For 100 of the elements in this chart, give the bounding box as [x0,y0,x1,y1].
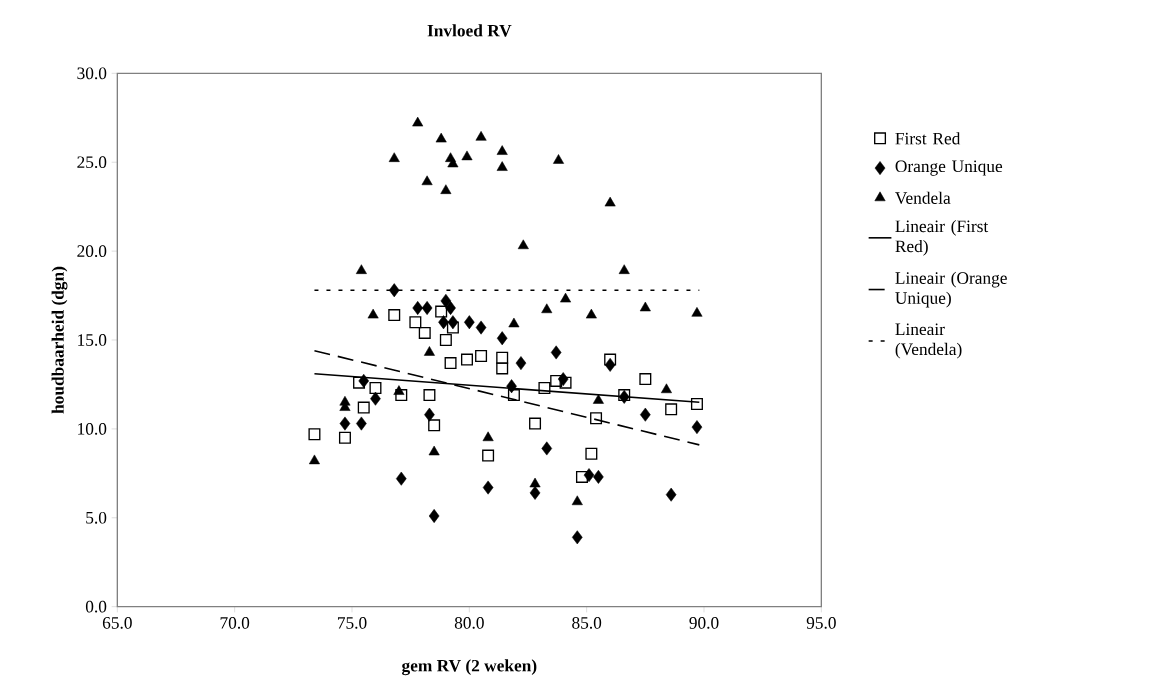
point [515,356,527,371]
point [475,131,487,141]
point [529,417,542,430]
point [592,394,604,404]
point [460,353,473,366]
point [529,477,541,488]
point [440,184,452,194]
point [538,381,551,394]
point [475,349,488,362]
point [593,469,604,484]
point [550,374,563,387]
point [590,412,603,425]
point [367,308,379,319]
point [496,331,508,346]
point [691,307,703,317]
y-tick-label: 15.0 [78,334,107,346]
legend-label: Lineair (Vendela) [895,323,962,359]
point [396,471,407,486]
point [665,487,677,502]
point [421,175,433,186]
point [572,530,583,545]
point [308,454,320,465]
legend-label: Lineair (First Red) [895,219,989,256]
point [604,353,617,366]
point [585,308,597,319]
point [557,372,569,387]
legend-label: Vendela [895,191,951,204]
point [446,321,459,334]
point [496,362,509,375]
point [445,301,456,315]
point [571,495,583,506]
point [428,445,440,456]
y-axis-title: houdbaarheid (dgn) [51,266,68,414]
point [508,317,520,328]
point [583,468,595,483]
point [428,419,441,432]
x-tick-label: 70.0 [220,617,250,629]
point [353,376,366,389]
point [461,150,473,161]
y-tick-label: 20.0 [77,245,107,257]
point [428,509,440,523]
y-tick-label: 30.0 [77,67,107,80]
point [506,379,517,394]
y-tick-label: 5.0 [86,511,107,524]
x-tick-label: 80.0 [454,617,484,629]
point [358,373,370,388]
point [308,428,321,441]
point [482,449,495,462]
x-tick-label: 95.0 [806,617,836,629]
point [496,145,508,155]
point [496,351,509,364]
point [438,315,449,330]
point [575,470,588,483]
point [409,316,422,329]
point [339,416,351,431]
point [435,305,448,318]
point [541,441,553,456]
point [639,301,651,312]
point [424,407,435,422]
point [618,264,630,274]
point [355,264,367,274]
point [553,154,564,164]
point [447,157,459,168]
point [482,480,494,495]
point [550,345,562,360]
point [665,403,678,416]
chart-title: Invloed RV [427,24,512,37]
point [423,346,435,356]
point [418,326,431,339]
x-axis-title: gem RV (2 weken) [401,659,537,676]
point [388,309,401,322]
point [464,315,475,330]
point [660,383,672,394]
point [393,385,405,395]
point [357,401,370,414]
y-tick-label: 0.0 [85,600,107,613]
legend-label: Orange Unique [895,160,1003,176]
x-tick-label: 75.0 [337,617,367,629]
point [585,447,598,460]
point [690,398,703,410]
legend-label: First Red [895,132,961,145]
point [421,301,433,315]
point [541,303,553,314]
point [447,315,459,330]
point [356,416,367,431]
legend-label: Lineair (Orange Unique) [895,271,1007,308]
point [444,357,457,370]
x-tick-label: 90.0 [689,617,719,629]
point [496,161,508,171]
y-tick-label: 10.0 [78,423,107,435]
point [369,381,382,394]
x-tick-label: 65.0 [102,617,132,629]
point [412,301,423,315]
x-tick-label: 85.0 [572,617,602,629]
point [482,431,494,442]
y-tick-label: 25.0 [77,156,107,169]
point [691,420,703,435]
point [439,334,452,346]
point [475,320,487,335]
point [640,407,651,422]
